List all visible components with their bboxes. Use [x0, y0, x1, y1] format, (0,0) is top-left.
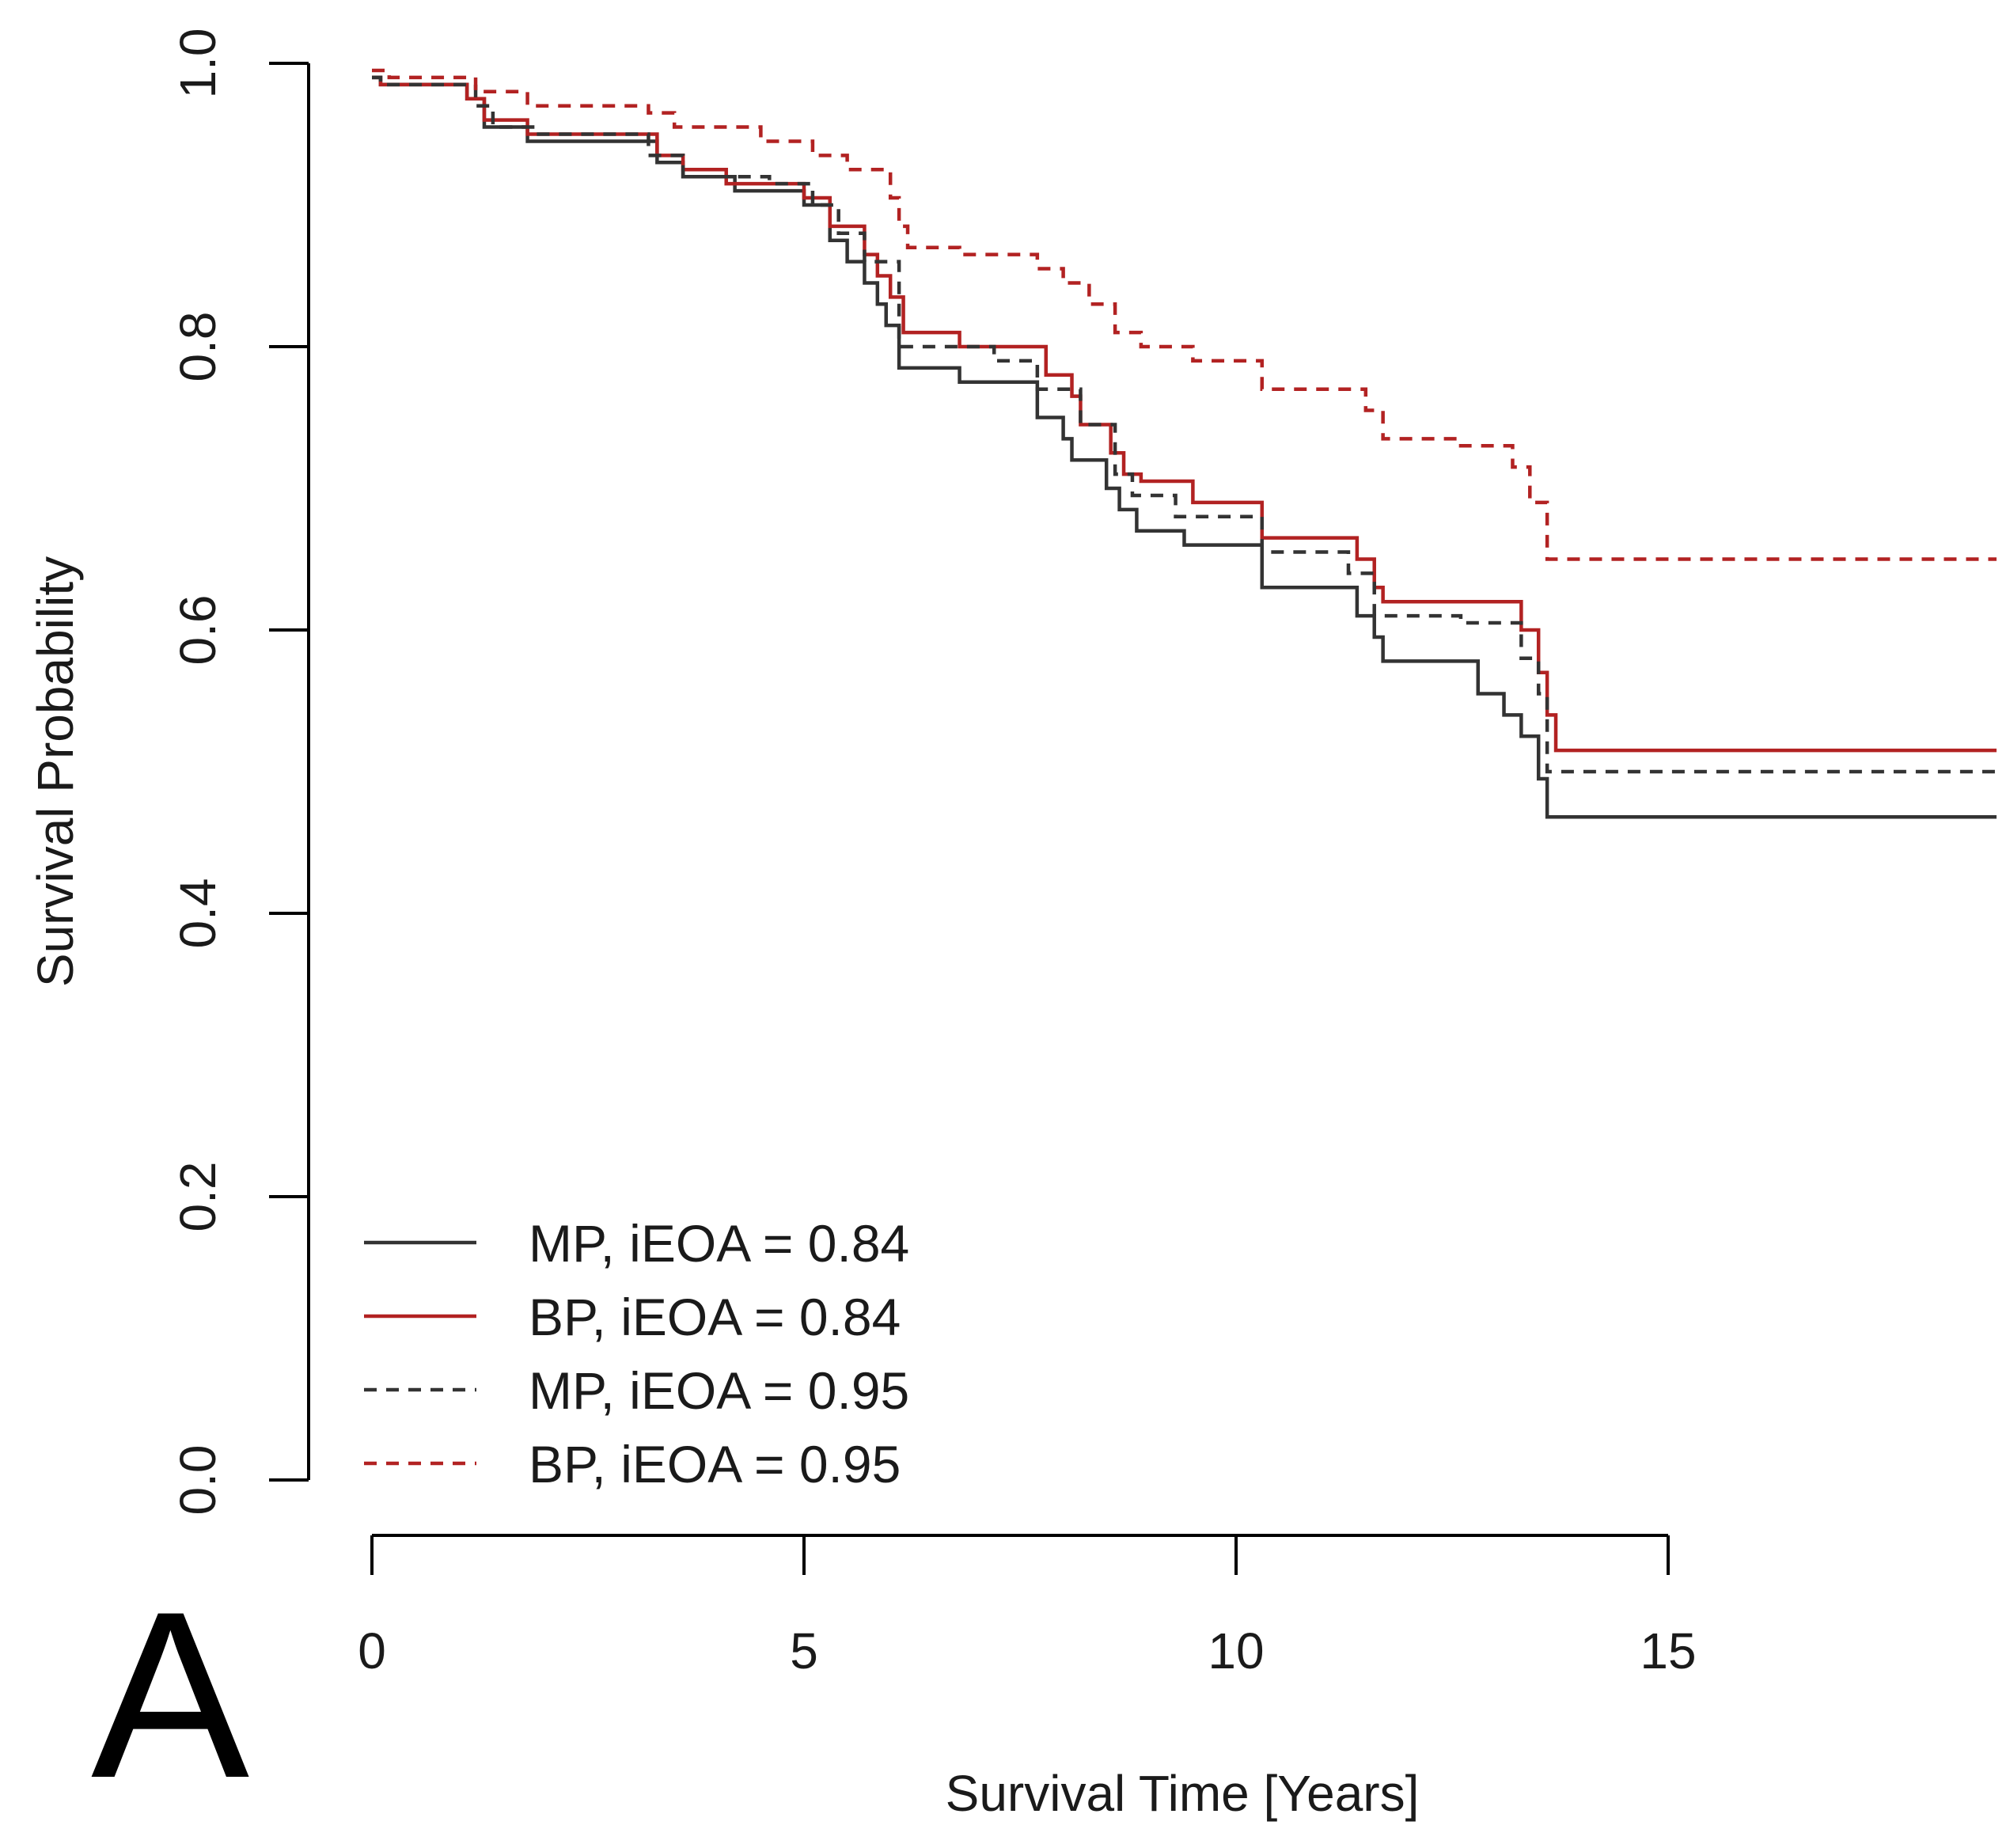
x-tick-label: 15: [1640, 1622, 1696, 1679]
panel-label: A: [91, 1562, 251, 1827]
x-tick-label: 0: [358, 1622, 386, 1679]
series-line-4: [372, 68, 1997, 561]
series-line-3: [372, 75, 1997, 774]
x-tick-label: 10: [1208, 1622, 1264, 1679]
legend-label-4: BP, iEOA = 0.95: [529, 1435, 901, 1493]
series-line-2: [372, 75, 1997, 753]
y-tick-label: 0.4: [169, 878, 226, 949]
y-tick-label: 0.2: [169, 1162, 226, 1232]
x-axis: 0 5 10 15: [358, 1534, 1697, 1679]
y-tick-label: 0.0: [169, 1445, 226, 1516]
y-tick-label: 1.0: [169, 28, 226, 99]
legend-label-3: MP, iEOA = 0.95: [529, 1361, 909, 1420]
series-line-1: [372, 75, 1997, 819]
legend: MP, iEOA = 0.84 BP, iEOA = 0.84 MP, iEOA =…: [364, 1214, 909, 1493]
y-axis-title: Survival Probability: [27, 556, 84, 987]
y-axis: 0.0 0.2 0.4 0.6 0.8 1.0: [169, 28, 310, 1516]
series-layer: [372, 68, 1997, 819]
x-axis-title: Survival Time [Years]: [946, 1765, 1420, 1822]
legend-label-1: MP, iEOA = 0.84: [529, 1214, 909, 1273]
y-tick-label: 0.8: [169, 312, 226, 382]
legend-label-2: BP, iEOA = 0.84: [529, 1288, 901, 1346]
y-tick-label: 0.6: [169, 595, 226, 666]
x-tick-label: 5: [790, 1622, 818, 1679]
